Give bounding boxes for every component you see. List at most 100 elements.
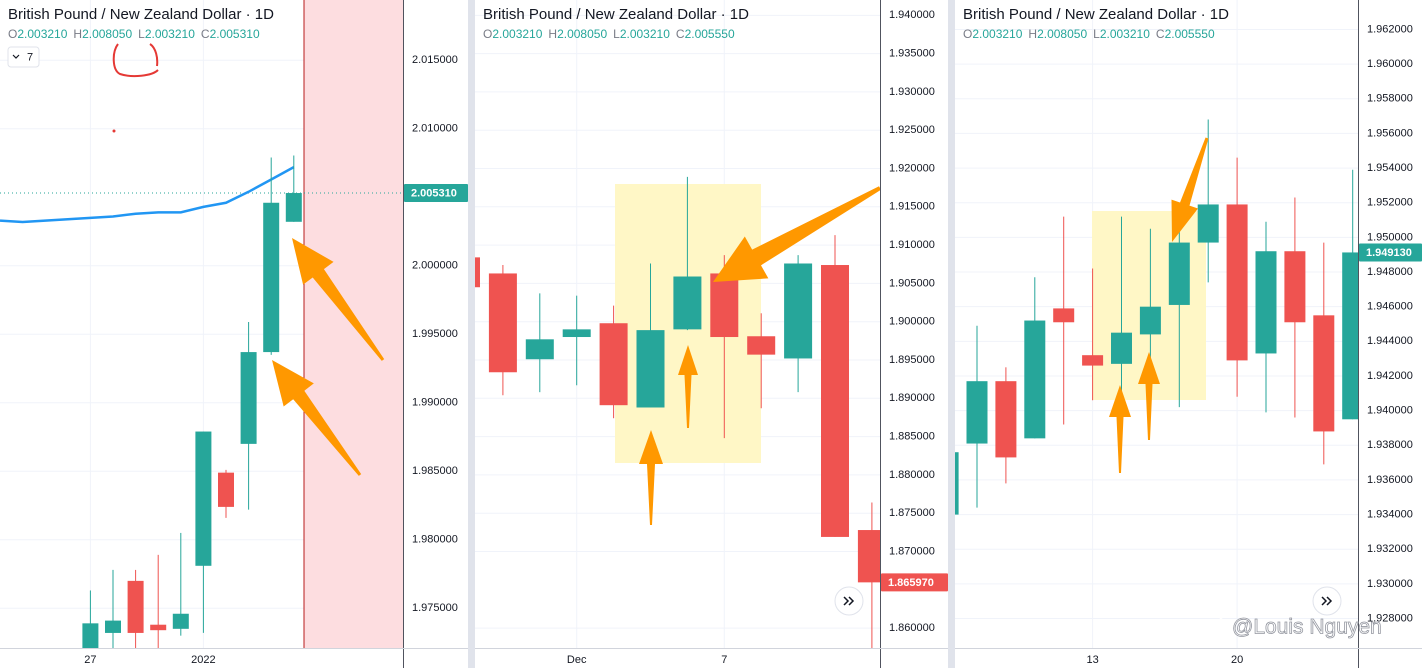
y-tick-label: 1.870000 [889,545,935,557]
ohlc-value: 2.003210 [620,27,670,41]
candle-body [105,620,121,633]
y-tick-label: 1.990000 [412,397,458,409]
interval-badge [7,46,40,68]
chart-title: British Pound / New Zealand Dollar · 1D [963,6,1229,23]
ohlc-value: 2.005310 [210,27,260,41]
annotation-arrow [1138,352,1160,440]
candle-body [636,330,665,408]
candle-body [1226,204,1248,361]
annotation-arrow [678,345,698,428]
ohlc-value: 2.003210 [145,27,195,41]
last-price-box [1359,243,1422,262]
annotation-arrow [1109,385,1131,473]
x-tick-label: 7 [721,654,727,666]
y-tick-label: 1.934000 [1367,508,1413,520]
candle-body [562,329,591,338]
candle-body [475,257,480,288]
candle-body [240,352,257,444]
ohlc-value: 2.003210 [1100,27,1150,41]
y-tick-label: 1.936000 [1367,474,1413,486]
candle-body [1139,306,1161,335]
y-tick-label: 1.995000 [412,328,458,340]
last-price-label: 1.949130 [1366,247,1412,259]
candle-body [1082,355,1104,366]
annotation-arrow [272,360,362,476]
candle-body [1168,242,1190,305]
candle-body [525,339,554,360]
y-tick-label: 1.946000 [1367,301,1413,313]
candle-body [710,273,739,338]
candle-body [82,623,99,648]
x-tick-label: 2022 [191,654,215,666]
annotation-arrow [1171,137,1209,242]
ohlc-key: O [483,27,492,41]
y-tick-label: 1.930000 [1367,578,1413,590]
ohlc-value: 2.003210 [492,27,542,41]
ohlc-key: C [676,27,685,41]
last-price-box [404,184,468,203]
candle-body [285,193,302,222]
ohlc-value: 2.003210 [972,27,1022,41]
candle-body [821,265,849,537]
watermark-icon [1206,617,1226,639]
x-tick-label: 27 [84,654,96,666]
ohlc-legend: O2.003210 H2.008050 L2.003210 C2.005310 [8,27,260,41]
y-tick-label: 1.910000 [889,239,935,251]
plot-area [475,0,880,648]
annotation-arrow [292,238,385,361]
ohlc-legend: O2.003210 H2.008050 L2.003210 C2.005550 [963,27,1215,41]
y-tick-label: 2.000000 [412,260,458,272]
watermark: @Louis Nguyen [1232,616,1382,639]
y-tick-label: 1.960000 [1367,58,1413,70]
y-tick-label: 1.962000 [1367,23,1413,35]
candle-body [1024,320,1046,439]
interval-badge-label: 7 [27,51,33,63]
y-tick-label: 1.880000 [889,469,935,481]
y-tick-label: 1.900000 [889,316,935,328]
badge-chevron [12,54,20,59]
ohlc-key: L [138,27,145,41]
candle-body [1197,204,1219,243]
x-tick-label: Dec [567,654,587,666]
candle-body [218,472,234,507]
y-tick-label: 1.915000 [889,201,935,213]
y-tick-label: 1.885000 [889,431,935,443]
scroll-icon [843,596,855,606]
y-tick-label: 1.930000 [889,86,935,98]
hand-dot [112,129,116,133]
ohlc-key: H [1028,27,1037,41]
y-tick-label: 1.935000 [889,48,935,60]
y-tick-label: 1.940000 [889,9,935,21]
y-tick-label: 2.015000 [412,54,458,66]
y-tick-label: 1.925000 [889,124,935,136]
candle-body [673,276,702,330]
y-tick-label: 1.980000 [412,534,458,546]
y-tick-label: 1.948000 [1367,266,1413,278]
candle-body [1053,308,1075,323]
candle-body [1284,251,1306,323]
plot-area [0,0,403,648]
ohlc-value: 2.005550 [1165,27,1215,41]
y-tick-label: 1.940000 [1367,405,1413,417]
y-tick-label: 1.985000 [412,465,458,477]
plot-area [955,0,1358,648]
ohlc-value: 2.008050 [557,27,607,41]
y-tick-label: 1.890000 [889,392,935,404]
last-price-box [881,573,948,592]
candle-body [150,624,167,631]
candle-body [784,263,813,359]
scroll-icon [1321,596,1333,606]
ohlc-value: 2.003210 [17,27,67,41]
candle-body [127,580,144,633]
y-tick-label: 1.905000 [889,277,935,289]
x-tick-label: 13 [1086,654,1098,666]
y-tick-label: 1.952000 [1367,197,1413,209]
y-tick-label: 1.920000 [889,162,935,174]
candle-body [747,336,776,355]
y-tick-label: 1.942000 [1367,370,1413,382]
candle-body [955,452,959,515]
chart-title: British Pound / New Zealand Dollar · 1D [483,6,749,23]
ohlc-key: O [963,27,972,41]
ohlc-key: C [201,27,210,41]
